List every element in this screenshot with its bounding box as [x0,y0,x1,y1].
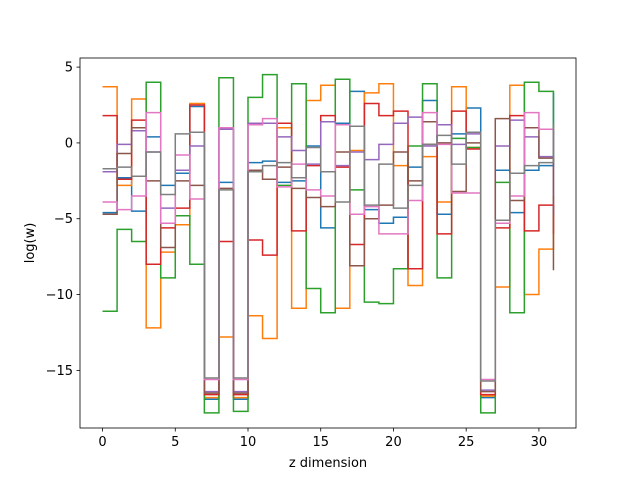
series-8-line [102,123,555,382]
y-tick-label: −15 [46,364,73,379]
x-axis-label: z dimension [289,456,367,471]
x-tick-label: 0 [98,435,106,450]
series-layer [102,73,555,414]
axes-frame [79,57,577,429]
x-tick-label: 25 [458,435,475,450]
x-tick-label: 20 [385,435,402,450]
x-tick-label: 30 [531,435,548,450]
y-tick-label: −10 [46,288,73,303]
y-tick-label: −5 [54,212,73,227]
x-tick-label: 15 [312,435,329,450]
y-tick-label: 0 [65,136,73,151]
x-tick-label: 5 [171,435,179,450]
y-axis: 5 0 −5 −10 −15 [46,61,80,379]
y-axis-label: log(w) [23,223,38,264]
x-tick-label: 10 [240,435,257,450]
x-axis: 0 5 10 15 20 25 30 [98,428,547,450]
y-tick-label: 5 [65,61,73,76]
